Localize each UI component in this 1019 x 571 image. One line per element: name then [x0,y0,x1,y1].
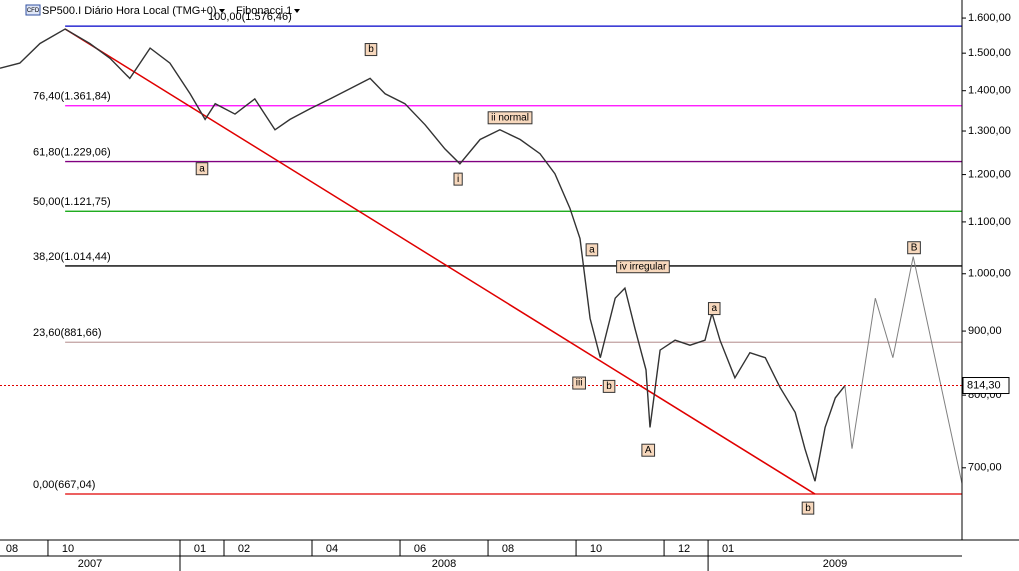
wave-label: b [368,44,374,55]
y-tick-label: 1.300,00 [968,125,1011,137]
dropdown-arrow[interactable] [294,9,300,13]
wave-label-box [364,43,378,57]
wave-label: B [911,242,918,253]
instrument-title[interactable]: SP500.I Diário Hora Local (TMG+0) [42,5,217,17]
badge-text: CFD [27,8,40,14]
x-tick-label: 08 [6,543,18,555]
last-price-box [962,377,1010,395]
wave-label-box [641,443,656,457]
last-price-label: 814,30 [967,379,1001,391]
x-tick-label: 04 [326,543,338,555]
header: CFD SP500.I Diário Hora Local (TMG+0) Fi… [25,4,300,17]
x-tick-label: 08 [502,543,514,555]
year-label: 2009 [823,558,847,570]
wave-label-box [195,162,209,176]
wave-label-box [707,302,721,316]
year-label: 2008 [432,558,456,570]
wave-label: a [711,303,717,314]
y-tick-label: 1.600,00 [968,12,1011,24]
fib-label: 38,20(1.014,44) [33,251,111,263]
fib-label: 100,00(1.576,46) [208,11,292,23]
price-line [0,28,846,482]
wave-label-box [907,241,921,255]
y-tick-label: 1.200,00 [968,168,1011,180]
x-tick-label: 02 [238,543,250,555]
wave-label-box [572,376,586,390]
plot-area: 100,00(1.576,46) 76,40(1.361,84) 61,80(1.2… [0,11,963,515]
wave-label: a [199,163,205,174]
axes-overlay: 1.600,00 1.500,00 1.400,00 1.300,00 1.200,00… [6,12,1011,571]
wave-label: a [589,244,595,255]
y-tick-label: 900,00 [968,325,1002,337]
price-axis [962,0,1019,540]
year-label: 2007 [78,558,102,570]
wave-label: b [606,381,612,392]
wave-label: ii normal [491,112,529,123]
y-tick-label: 1.000,00 [968,268,1011,280]
wave-label-box [487,111,533,125]
y-tick-label: 1.500,00 [968,47,1011,59]
x-tick-label: 01 [194,543,206,555]
wave-label: i [457,174,459,185]
wave-label-box [585,243,599,257]
wave-label: A [645,445,652,456]
fib-label: 23,60(881,66) [33,327,102,339]
x-tick-label: 01 [722,543,734,555]
badge [25,4,41,16]
projection-line [844,256,963,484]
wave-label: iii [576,378,583,389]
wave-label-box [616,260,670,274]
y-tick-label: 1.100,00 [968,216,1011,228]
y-tick-label: 700,00 [968,462,1002,474]
wave-label: iv irregular [620,261,667,272]
wave-label-box [801,501,815,515]
y-tick-label: 1.400,00 [968,85,1011,97]
fib-label: 50,00(1.121,75) [33,196,111,208]
x-tick-label: 12 [678,543,690,555]
trendline [64,28,816,495]
x-tick-label: 10 [590,543,602,555]
fib-label: 0,00(667,04) [33,479,95,491]
wave-label-box [602,379,616,393]
x-tick-label: 06 [414,543,426,555]
fib-label: 61,80(1.229,06) [33,146,111,158]
x-tick-label: 10 [62,543,74,555]
wave-label: b [805,503,811,514]
study-name[interactable]: Fibonacci 1 [236,5,292,17]
fib-label: 76,40(1.361,84) [33,91,111,103]
wave-label-box [453,172,463,186]
dropdown-arrow[interactable] [219,9,225,13]
